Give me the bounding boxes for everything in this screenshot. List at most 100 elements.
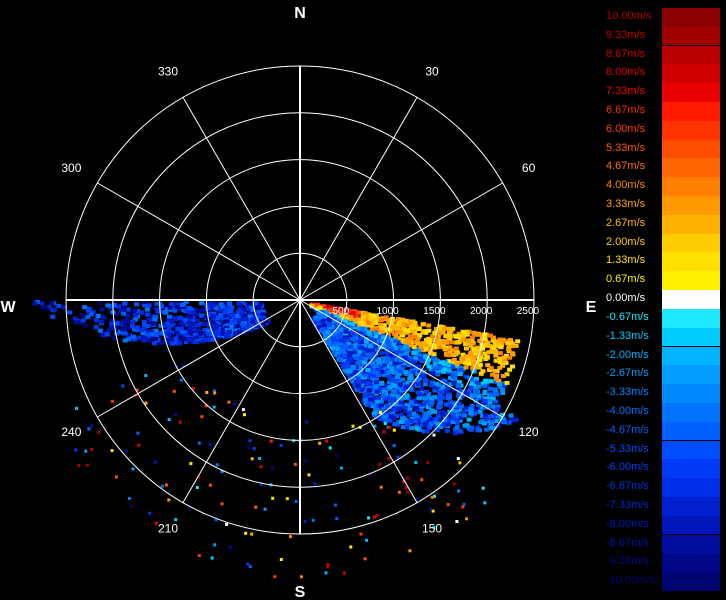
echo-bin bbox=[383, 386, 389, 391]
echo-bin bbox=[453, 334, 459, 339]
echo-bin bbox=[135, 388, 139, 392]
echo-bin bbox=[392, 407, 398, 412]
echo-bin bbox=[379, 485, 383, 489]
echo-bin bbox=[404, 328, 410, 333]
echo-bin bbox=[418, 355, 423, 360]
echo-bin bbox=[437, 411, 443, 416]
echo-bin bbox=[461, 505, 465, 509]
echo-bin bbox=[468, 385, 474, 390]
echo-bin bbox=[232, 402, 236, 406]
echo-bin bbox=[214, 518, 218, 522]
echo-bin bbox=[407, 334, 413, 339]
echo-bin bbox=[500, 412, 505, 417]
echo-bin bbox=[79, 313, 85, 318]
echo-bin bbox=[378, 365, 384, 370]
echo-bin bbox=[483, 501, 487, 505]
echo-bin bbox=[420, 478, 424, 482]
echo-bin bbox=[426, 392, 432, 397]
echo-bin bbox=[256, 309, 262, 314]
echo-bin bbox=[483, 396, 489, 401]
echo-bin bbox=[509, 351, 515, 356]
echo-bin bbox=[424, 361, 430, 366]
echo-bin bbox=[351, 331, 357, 336]
echo-bin bbox=[444, 428, 450, 433]
echo-bin bbox=[428, 342, 434, 347]
echo-bin bbox=[420, 322, 426, 327]
legend-label: 10.00m/s bbox=[606, 10, 652, 22]
echo-bin bbox=[177, 306, 183, 311]
echo-bin bbox=[415, 497, 419, 501]
echo-bin bbox=[153, 307, 159, 312]
echo-bin bbox=[474, 377, 479, 381]
echo-bin bbox=[87, 427, 91, 431]
range-label: 500 bbox=[332, 306, 349, 317]
echo-bin bbox=[357, 345, 363, 350]
echo-bin bbox=[304, 459, 308, 463]
echo-bin bbox=[497, 384, 503, 389]
echo-bin bbox=[217, 329, 223, 333]
echo-bin bbox=[141, 338, 146, 343]
legend-label: -5.33m/s bbox=[606, 442, 649, 455]
echo-bin bbox=[359, 358, 365, 363]
echo-bin bbox=[357, 317, 363, 322]
echo-bin bbox=[168, 337, 174, 342]
echo-bin bbox=[197, 554, 201, 557]
echo-bin bbox=[224, 334, 229, 339]
echo-bin bbox=[413, 419, 419, 424]
echo-bin bbox=[470, 366, 476, 371]
echo-bin bbox=[130, 319, 136, 324]
echo-bin bbox=[431, 384, 437, 389]
echo-bin bbox=[313, 317, 319, 322]
echo-bin bbox=[411, 345, 417, 349]
echo-bin bbox=[397, 382, 403, 387]
echo-bin bbox=[450, 340, 455, 345]
echo-bin bbox=[142, 323, 148, 328]
echo-bin bbox=[387, 363, 393, 368]
echo-bin bbox=[110, 399, 114, 403]
echo-bin bbox=[367, 516, 371, 520]
echo-bin bbox=[237, 307, 243, 312]
echo-bin bbox=[373, 317, 379, 322]
echo-bin bbox=[433, 417, 439, 422]
echo-bin bbox=[398, 358, 404, 363]
echo-bin bbox=[376, 396, 381, 401]
echo-bin bbox=[410, 328, 416, 333]
echo-bin bbox=[432, 395, 438, 399]
echo-bin bbox=[451, 358, 457, 362]
echo-bin bbox=[453, 346, 459, 351]
echo-bin bbox=[442, 326, 448, 331]
echo-bin bbox=[441, 369, 446, 374]
echo-bin bbox=[425, 395, 430, 400]
legend-label: -2.00m/s bbox=[606, 348, 649, 361]
echo-bin bbox=[50, 314, 56, 319]
echo-bin bbox=[451, 416, 457, 421]
echo-bin bbox=[220, 469, 224, 473]
legend-label: -8.00m/s bbox=[606, 517, 649, 530]
echo-bin bbox=[404, 393, 410, 398]
echo-bin bbox=[431, 352, 437, 357]
echo-bin bbox=[463, 374, 469, 379]
echo-bin bbox=[206, 325, 212, 330]
echo-bin bbox=[451, 370, 457, 375]
echo-bin bbox=[114, 321, 120, 326]
echo-bin bbox=[362, 375, 367, 380]
echo-bin bbox=[208, 312, 214, 317]
echo-bin bbox=[114, 331, 120, 336]
echo-bin bbox=[463, 365, 469, 370]
range-label: 1000 bbox=[376, 306, 399, 317]
echo-bin bbox=[403, 344, 409, 349]
echo-bin bbox=[88, 312, 94, 317]
echo-bin bbox=[419, 359, 425, 364]
echo-bin bbox=[212, 332, 218, 337]
echo-bin bbox=[215, 321, 221, 326]
echo-bin bbox=[487, 400, 493, 405]
echo-bin bbox=[492, 414, 498, 419]
echo-bin bbox=[167, 305, 173, 310]
echo-bin bbox=[144, 374, 148, 377]
echo-bin bbox=[183, 337, 189, 342]
echo-bin bbox=[405, 340, 411, 345]
echo-bin bbox=[386, 317, 392, 322]
echo-bin bbox=[336, 354, 342, 359]
echo-bin bbox=[493, 353, 499, 358]
echo-bin bbox=[388, 352, 394, 357]
